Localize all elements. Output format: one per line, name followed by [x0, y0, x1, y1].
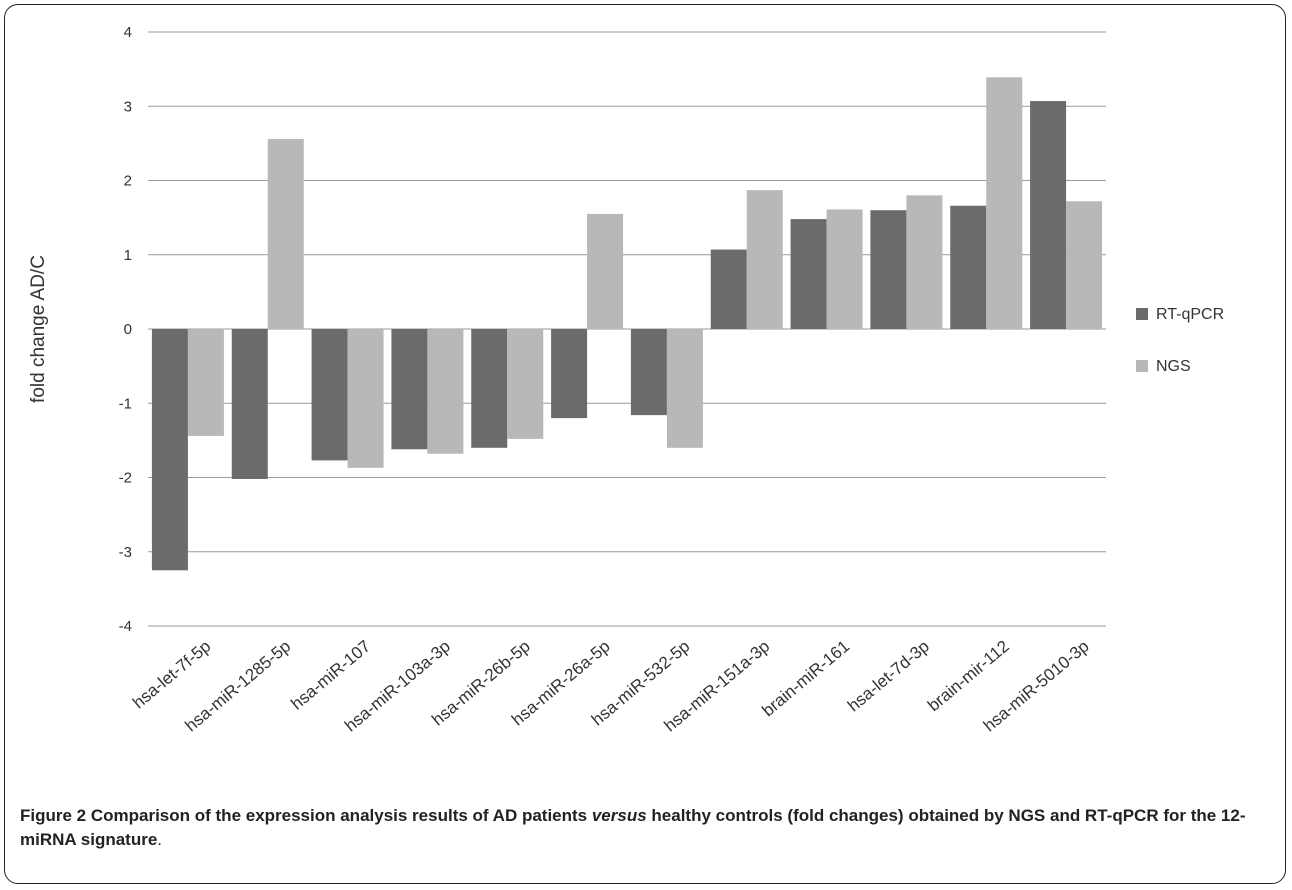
legend-label-rt-qpcr: RT-qPCR: [1156, 306, 1224, 323]
y-tick-label: -1: [119, 395, 132, 412]
legend: RT-qPCR NGS: [1136, 306, 1224, 375]
bar-rt-qpcr-hsa-mir-26b-5p: [471, 329, 508, 448]
bar-rt-qpcr-hsa-mir-1285-5p: [231, 329, 268, 479]
caption-label: Figure 2: [20, 806, 87, 825]
bar-rt-qpcr-hsa-mir-103a-3p: [391, 329, 428, 450]
bar-ngs-hsa-mir-103a-3p: [427, 329, 464, 454]
bar-rt-qpcr-hsa-mir-151a-3p: [710, 249, 747, 329]
x-tick-labels: hsa-let-7f-5phsa-miR-1285-5phsa-miR-107h…: [129, 637, 1092, 736]
bar-ngs-hsa-mir-5010-3p: [1066, 201, 1103, 329]
y-tick-labels: 4 3 2 1 0 -1 -2 -3 -4: [119, 24, 132, 635]
caption-italic: versus: [591, 806, 647, 825]
caption-end: .: [157, 830, 163, 849]
caption-text-2: healthy controls (fold changes) obtained…: [20, 806, 1246, 849]
bar-ngs-hsa-let-7d-3p: [906, 195, 943, 329]
bar-ngs-hsa-let-7f-5p: [187, 329, 224, 436]
bar-rt-qpcr-brain-mir-161: [790, 219, 827, 329]
x-tick-label: hsa-let-7d-3p: [844, 637, 933, 716]
bar-ngs-hsa-mir-151a-3p: [746, 190, 783, 329]
bar-ngs-hsa-mir-107: [347, 329, 384, 468]
gridlines: [148, 31, 1106, 627]
x-tick-label: hsa-miR-107: [287, 637, 374, 714]
legend-swatch-rt-qpcr: [1136, 308, 1148, 320]
bars: [151, 77, 1103, 571]
caption-text-1: Comparison of the expression analysis re…: [86, 806, 592, 825]
bar-ngs-hsa-mir-26a-5p: [587, 213, 624, 329]
y-tick-label: 4: [124, 24, 132, 41]
legend-label-ngs: NGS: [1156, 358, 1191, 375]
bar-rt-qpcr-hsa-mir-26a-5p: [551, 329, 588, 419]
bar-ngs-brain-mir-161: [826, 209, 863, 329]
x-tick-label: brain-miR-161: [758, 637, 853, 721]
bar-rt-qpcr-hsa-let-7f-5p: [151, 329, 188, 571]
bar-chart: 4 3 2 1 0 -1 -2 -3 -4 hsa-let-7f-5phsa-miR-1285-…: [28, 24, 1224, 736]
bar-ngs-hsa-mir-1285-5p: [267, 138, 304, 329]
y-tick-label: 0: [124, 321, 132, 338]
bar-rt-qpcr-brain-mir-112: [950, 205, 987, 329]
y-tick-label: 1: [124, 247, 132, 264]
y-tick-label: 2: [124, 173, 132, 190]
y-tick-label: -2: [119, 470, 132, 487]
bar-rt-qpcr-hsa-mir-532-5p: [630, 329, 667, 416]
bar-ngs-hsa-mir-532-5p: [666, 329, 703, 448]
y-axis-label: fold change AD/C: [28, 255, 49, 403]
bar-ngs-brain-mir-112: [986, 77, 1023, 329]
bar-rt-qpcr-hsa-let-7d-3p: [870, 210, 907, 329]
y-tick-label: -3: [119, 544, 132, 561]
bar-ngs-hsa-mir-26b-5p: [507, 329, 544, 439]
legend-swatch-ngs: [1136, 360, 1148, 372]
x-tick-label: hsa-let-7f-5p: [129, 637, 214, 713]
bar-rt-qpcr-hsa-mir-5010-3p: [1030, 101, 1067, 330]
y-tick-label: 3: [124, 98, 132, 115]
figure-frame: [4, 4, 1286, 884]
figure-caption: Figure 2 Comparison of the expression an…: [20, 804, 1275, 852]
bar-rt-qpcr-hsa-mir-107: [311, 329, 348, 461]
y-tick-label: -4: [119, 618, 132, 635]
